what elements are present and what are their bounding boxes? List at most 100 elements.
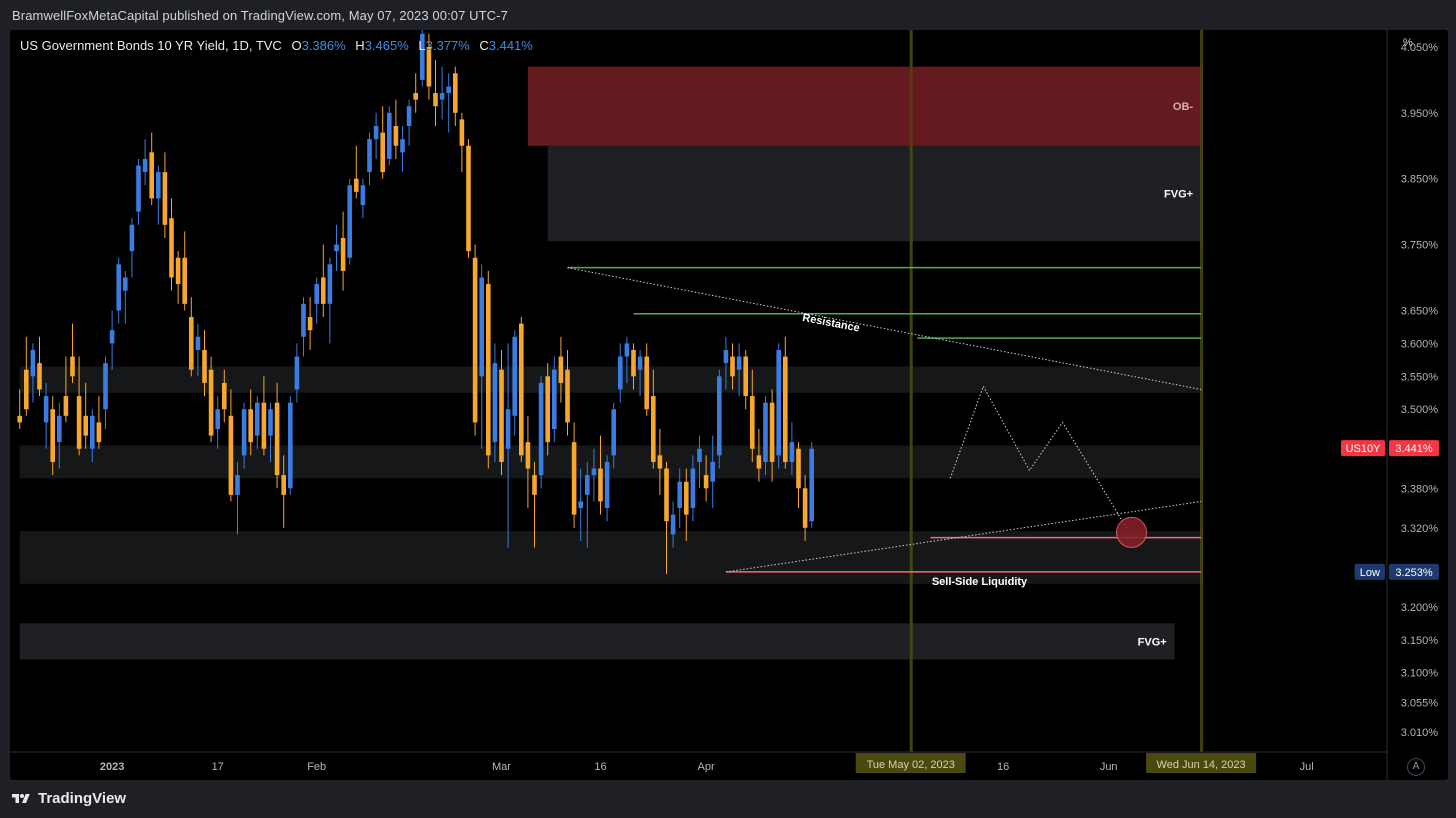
- time-tick-label: 16: [594, 761, 606, 773]
- candle: [769, 389, 775, 482]
- candle: [802, 475, 808, 541]
- candle-body: [228, 415, 234, 495]
- candle-body: [215, 409, 220, 429]
- highlight-vertical-line: [1200, 30, 1204, 752]
- candle: [631, 343, 636, 390]
- candle-body: [241, 409, 247, 456]
- candle: [255, 396, 260, 449]
- price-badge-label: US10Y: [1346, 443, 1382, 455]
- candle-body: [195, 336, 201, 350]
- candle: [195, 323, 201, 377]
- candle: [651, 369, 656, 469]
- candle: [664, 461, 669, 574]
- candle-body: [162, 172, 168, 225]
- tradingview-logo[interactable]: TradingView: [10, 790, 126, 807]
- candle: [96, 396, 102, 449]
- candle: [598, 435, 603, 515]
- candle: [142, 139, 148, 186]
- candle-body: [76, 396, 82, 449]
- candle-body: [545, 376, 550, 443]
- zone-box: [547, 145, 1202, 242]
- time-tick-label: Jul: [1300, 761, 1314, 773]
- candle: [538, 376, 544, 489]
- candle-body: [565, 369, 570, 423]
- candle: [367, 132, 372, 186]
- candle: [684, 468, 689, 541]
- candle-body: [288, 402, 293, 489]
- price-tick-label: 4.050%: [1401, 42, 1439, 54]
- price-tick-label: 3.550%: [1401, 371, 1439, 383]
- price-axis-unit: %: [1403, 37, 1413, 49]
- tradingview-logo-icon: [12, 793, 30, 803]
- candle-body: [453, 73, 458, 113]
- candle: [347, 178, 352, 265]
- candle: [783, 336, 788, 469]
- candle: [387, 106, 392, 166]
- zone-box: [527, 66, 1202, 146]
- auto-scale-button[interactable]: A: [1407, 758, 1425, 776]
- candle-body: [598, 468, 603, 502]
- candle-body: [314, 284, 319, 304]
- candle-body: [235, 475, 240, 495]
- candle: [519, 317, 524, 462]
- candle: [30, 343, 36, 403]
- candle: [459, 112, 465, 173]
- candle-body: [552, 369, 557, 429]
- candle-body: [268, 409, 273, 436]
- time-tick-label: Feb: [307, 761, 326, 773]
- candle-body: [743, 356, 748, 397]
- candle-body: [439, 93, 445, 100]
- candle-body: [321, 277, 326, 304]
- time-tick-label: Apr: [698, 761, 715, 773]
- price-badge-value: 3.253%: [1395, 567, 1433, 579]
- open-value: 3.386%: [301, 38, 346, 53]
- candle: [585, 461, 590, 548]
- candle-body: [486, 284, 491, 456]
- candle: [763, 396, 768, 476]
- candle: [90, 409, 95, 462]
- candlestick-chart[interactable]: OB-FVG+FVG+Buy-Side LiquiditySell-Side L…: [10, 30, 1448, 780]
- crosshair-date-box: [1146, 753, 1257, 773]
- candle-body: [637, 356, 643, 370]
- price-tick-label: 3.600%: [1401, 338, 1439, 350]
- candle-body: [142, 158, 148, 173]
- candle-body: [591, 468, 597, 476]
- candle-body: [670, 514, 676, 535]
- trendline: [567, 267, 1202, 390]
- candle-body: [406, 106, 412, 126]
- candle-body: [809, 448, 814, 522]
- candle: [439, 66, 445, 120]
- candle: [730, 343, 735, 390]
- candle: [261, 376, 267, 456]
- candle-body: [479, 277, 484, 377]
- candle: [505, 343, 511, 548]
- candle: [162, 152, 168, 238]
- price-tick-label: 3.100%: [1401, 668, 1439, 680]
- candle: [578, 468, 583, 541]
- candle-body: [175, 257, 181, 285]
- crosshair-date-box: [855, 753, 966, 773]
- candle: [433, 60, 438, 126]
- zone-box: [19, 366, 1202, 393]
- candle-body: [255, 402, 260, 436]
- candle: [228, 389, 234, 502]
- candle: [776, 343, 781, 469]
- candle: [57, 402, 62, 469]
- candle-body: [294, 356, 300, 390]
- close-key: C: [479, 38, 489, 53]
- candle: [492, 343, 498, 462]
- candle-body: [730, 356, 735, 377]
- candle: [532, 461, 537, 548]
- candle-body: [802, 488, 808, 528]
- candle-body: [307, 317, 313, 331]
- price-badge-value-box: [1389, 440, 1439, 457]
- candle-body: [796, 448, 801, 489]
- candle: [103, 356, 108, 429]
- candle-body: [136, 165, 141, 212]
- candle-body: [30, 349, 36, 377]
- candle-body: [347, 185, 352, 258]
- candle: [281, 455, 286, 528]
- candle: [123, 270, 128, 324]
- candle-body: [783, 356, 788, 462]
- candle-body: [512, 336, 517, 416]
